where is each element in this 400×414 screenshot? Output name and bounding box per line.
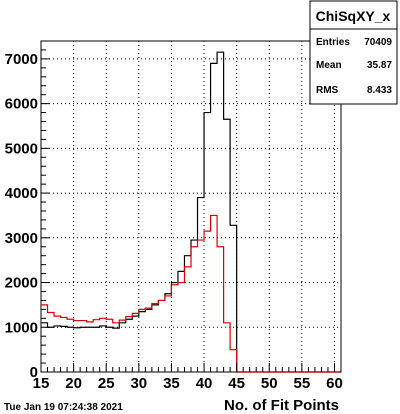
y-tick-label: 2000	[5, 275, 38, 292]
x-tick-label: 20	[65, 375, 82, 392]
x-tick-label: 40	[196, 375, 213, 392]
x-axis-title: No. of Fit Points	[224, 397, 339, 414]
x-tick-label: 55	[294, 375, 311, 392]
stats-rms-value: 8.433	[367, 85, 392, 96]
y-tick-label: 0	[30, 364, 38, 381]
stats-entries-label: Entries	[316, 37, 350, 48]
x-tick-label: 30	[130, 375, 147, 392]
x-tick-label: 45	[228, 375, 245, 392]
x-tick-labels: 15 20 25 30 35 40 45 50 55 60	[33, 375, 343, 392]
x-tick-label: 15	[33, 375, 50, 392]
y-tick-label: 3000	[5, 230, 38, 247]
x-tick-label: 25	[98, 375, 115, 392]
timestamp: Tue Jan 19 07:24:38 2021	[4, 402, 123, 413]
y-tick-labels: 0 1000 2000 3000 4000 5000 6000 7000	[5, 51, 38, 381]
x-tick-label: 60	[326, 375, 343, 392]
x-tick-label: 50	[261, 375, 278, 392]
histogram-series-1	[41, 214, 341, 373]
stats-entries-value: 70409	[364, 37, 392, 48]
y-tick-label: 1000	[5, 319, 38, 336]
stats-mean-value: 35.87	[367, 60, 392, 71]
x-tick-label: 35	[163, 375, 180, 392]
y-tick-label: 5000	[5, 140, 38, 157]
y-tick-label: 6000	[5, 96, 38, 113]
stats-rms-label: RMS	[316, 85, 339, 96]
plot-frame	[40, 40, 342, 373]
stats-mean-label: Mean	[316, 60, 342, 71]
y-tick-label: 7000	[5, 51, 38, 68]
y-tick-label: 4000	[5, 185, 38, 202]
axes	[40, 40, 342, 373]
stats-box: ChiSqXY_x Entries 70409 Mean 35.87 RMS 8…	[309, 0, 398, 105]
series-layer	[41, 51, 341, 373]
stats-box-frame	[309, 0, 398, 105]
stats-box-title: ChiSqXY_x	[316, 8, 391, 24]
